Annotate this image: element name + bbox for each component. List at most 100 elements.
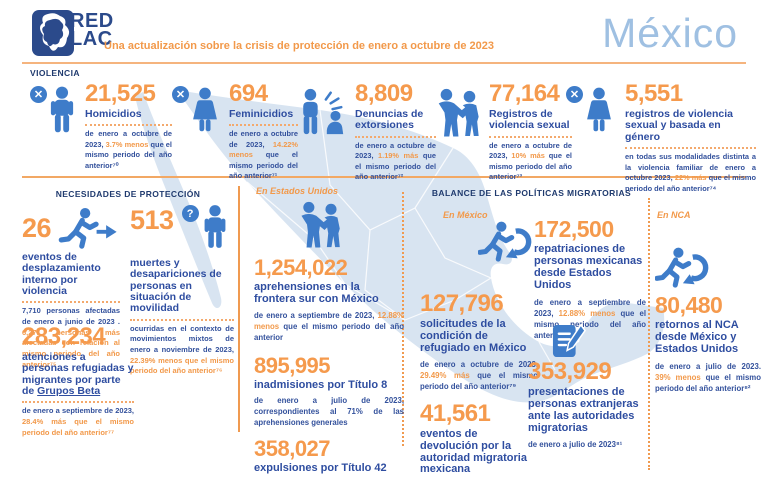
stat-text: 21,525 Homicidios de enero a octubre de …: [85, 82, 172, 171]
stat-refugio: 127,796 solicitudes de la condición de r…: [420, 292, 538, 477]
stat-label-grupos-beta[interactable]: atenciones a personas refugiadas y migra…: [22, 351, 134, 397]
stat-aprehensiones: 1,254,022 aprehensiones en la frontera s…: [254, 257, 404, 343]
stat-label: eventos de desplazamiento interno por vi…: [22, 251, 101, 297]
redlac-logo: [32, 10, 74, 56]
document-pen-icon: [552, 323, 586, 358]
stat-label: registros de violencia sexual y basada e…: [625, 108, 733, 143]
stat-label: solicitudes de la condición de refugiado…: [420, 318, 527, 354]
stat-desc: de enero a julio de 2023⁸¹: [528, 439, 623, 449]
stat-desc: de enero a octubre de 2023, 3.7% menos q…: [85, 129, 172, 170]
stat-value: 283,234: [22, 323, 106, 350]
dotted-separator: [85, 124, 172, 127]
stat-icon-wrap: [432, 82, 482, 140]
return-runner-icon: [655, 247, 709, 288]
en-nca-label: En NCA: [657, 210, 691, 220]
eeuu-column: 1,254,022 aprehensiones en la frontera s…: [254, 200, 404, 477]
stat-desc: ocurridas en el contexto de movimientos …: [130, 323, 234, 376]
stat-extorsiones: 8,809 Denuncias de extorsiones de enero …: [296, 82, 436, 183]
dotted-separator: [625, 146, 756, 149]
stat-icon-wrap: ✕: [172, 82, 222, 140]
stat-inadmisiones: 895,995 inadmisiones por Título 8 de ene…: [254, 352, 404, 428]
stat-devolucion: 41,561 eventos de devolución por la auto…: [420, 399, 538, 477]
stat-desc: de enero a octubre de 2023, 10% más que …: [489, 140, 572, 182]
stat-presentaciones: 353,929 presentaciones de personas extra…: [528, 360, 646, 450]
stat-label: repatriaciones de personas mexicanas des…: [534, 243, 643, 291]
stat-text: 77,164 Registros de violencia sexual de …: [489, 82, 572, 183]
stat-retornos-nca: 80,480 retornos al NCA desde México y Es…: [655, 294, 761, 394]
extortion-icon: [303, 88, 344, 135]
stat-value: 26: [22, 212, 52, 243]
stat-repatriaciones: 172,500 repatriaciones de personas mexic…: [534, 218, 646, 341]
stat-label: eventos de devolución por la autoridad m…: [420, 427, 527, 476]
stat-value: 80,480: [655, 292, 723, 318]
two-people-icon: [301, 201, 340, 248]
stat-grupos-beta: 283,234 atenciones a personas refugiadas…: [22, 325, 134, 438]
page-title-country: México: [602, 10, 738, 56]
stat-desc: 7,710 personas afectadas de enero a juni…: [22, 306, 120, 369]
stat-value: 1,254,022: [254, 255, 348, 280]
dotted-separator: [22, 401, 134, 404]
stat-violencia-genero: ✕ 5,551 registros de violencia sexual y …: [566, 82, 756, 194]
vertical-divider-middle: [402, 192, 404, 446]
stat-value: 358,027: [254, 436, 331, 461]
stat-headline: 26: [22, 207, 120, 249]
logo-wordmark: RED LAC: [70, 10, 114, 51]
stat-text: 5,551 registros de violencia sexual y ba…: [625, 82, 756, 194]
stat-label: aprehensiones en la frontera sur con Méx…: [254, 281, 379, 305]
x-badge-icon: ✕: [30, 86, 47, 103]
stat-label: retornos al NCA desde México y Estados U…: [655, 319, 739, 355]
stat-desc: de enero a septiembre de 2023, 12.88% me…: [254, 310, 404, 342]
stat-label: inadmisiones por Título 8: [254, 378, 388, 391]
section-divider: [22, 176, 746, 178]
stat-label: muertes y desapariciones de personas en …: [130, 257, 222, 315]
vertical-divider-left: [238, 186, 240, 432]
stat-value: 353,929: [528, 358, 612, 385]
return-runner-icon: [478, 221, 532, 262]
dotted-separator: [355, 135, 436, 138]
logo-line-2: LAC: [70, 28, 113, 51]
stat-icon-wrap: ✕: [30, 82, 78, 140]
question-badge-icon: ?: [181, 205, 199, 222]
stat-text: 8,809 Denuncias de extorsiones de enero …: [355, 82, 436, 183]
stat-desc: en todas sus modalidades distinta a la v…: [625, 151, 756, 193]
stat-desplazamiento: 26 eventos de desplazamiento interno por…: [22, 207, 120, 370]
stat-value: 21,525: [85, 80, 156, 107]
stat-desc: de enero a septiembre de 2023, 28.4% más…: [22, 406, 134, 437]
stat-headline: 513 ?: [130, 205, 234, 255]
x-badge-icon: ✕: [566, 86, 583, 103]
stat-text: 694 Feminicidios de enero a octubre de 2…: [229, 82, 298, 182]
eeuu-heading: En Estados Unidos: [256, 186, 339, 196]
stat-expulsiones: 358,027 expulsiones por Título 42 de ene…: [254, 438, 404, 477]
stat-icon-wrap: ✕: [566, 82, 618, 140]
stat-label: Registros de violencia sexual: [489, 108, 570, 132]
stat-value: 895,995: [254, 352, 331, 378]
stat-desc: de enero a octubre de 2023, 1.19% más qu…: [355, 140, 436, 182]
logo-line-1: RED: [70, 10, 114, 32]
two-people-struggle-icon: [438, 88, 479, 137]
stat-label: expulsiones por Título 42: [254, 462, 387, 474]
stat-label: Feminicidios: [229, 108, 294, 120]
stat-value: 5,551: [625, 80, 683, 107]
stat-desc: de enero a septiembre de 2023, 12.88% me…: [534, 297, 647, 340]
woman-icon: [587, 87, 611, 132]
stat-label: Denuncias de extorsiones: [355, 108, 424, 132]
dotted-separator: [130, 318, 234, 321]
stat-value: 77,164: [489, 80, 560, 107]
stat-value: 41,561: [420, 399, 491, 427]
dotted-separator: [22, 301, 120, 304]
stat-icon-wrap: [296, 82, 348, 140]
stat-feminicidios: ✕ 694 Feminicidios de enero a octubre de…: [172, 82, 298, 182]
stat-desc: de enero a julio de 2023. 39% menos que …: [655, 361, 762, 393]
report-subtitle: Una actualización sobre la crisis de pro…: [104, 40, 495, 52]
header-divider: [22, 62, 746, 64]
woman-icon: [193, 87, 217, 132]
person-icon: [204, 205, 225, 248]
dotted-separator: [489, 135, 572, 138]
latin-america-map-icon: [40, 13, 70, 51]
vertical-divider-nca: [648, 198, 650, 470]
stat-icon-wrap: ?: [181, 205, 230, 255]
person-icon: [50, 86, 74, 133]
mexico-map-icon: [135, 90, 665, 403]
mexico-map-background: [115, 90, 670, 475]
